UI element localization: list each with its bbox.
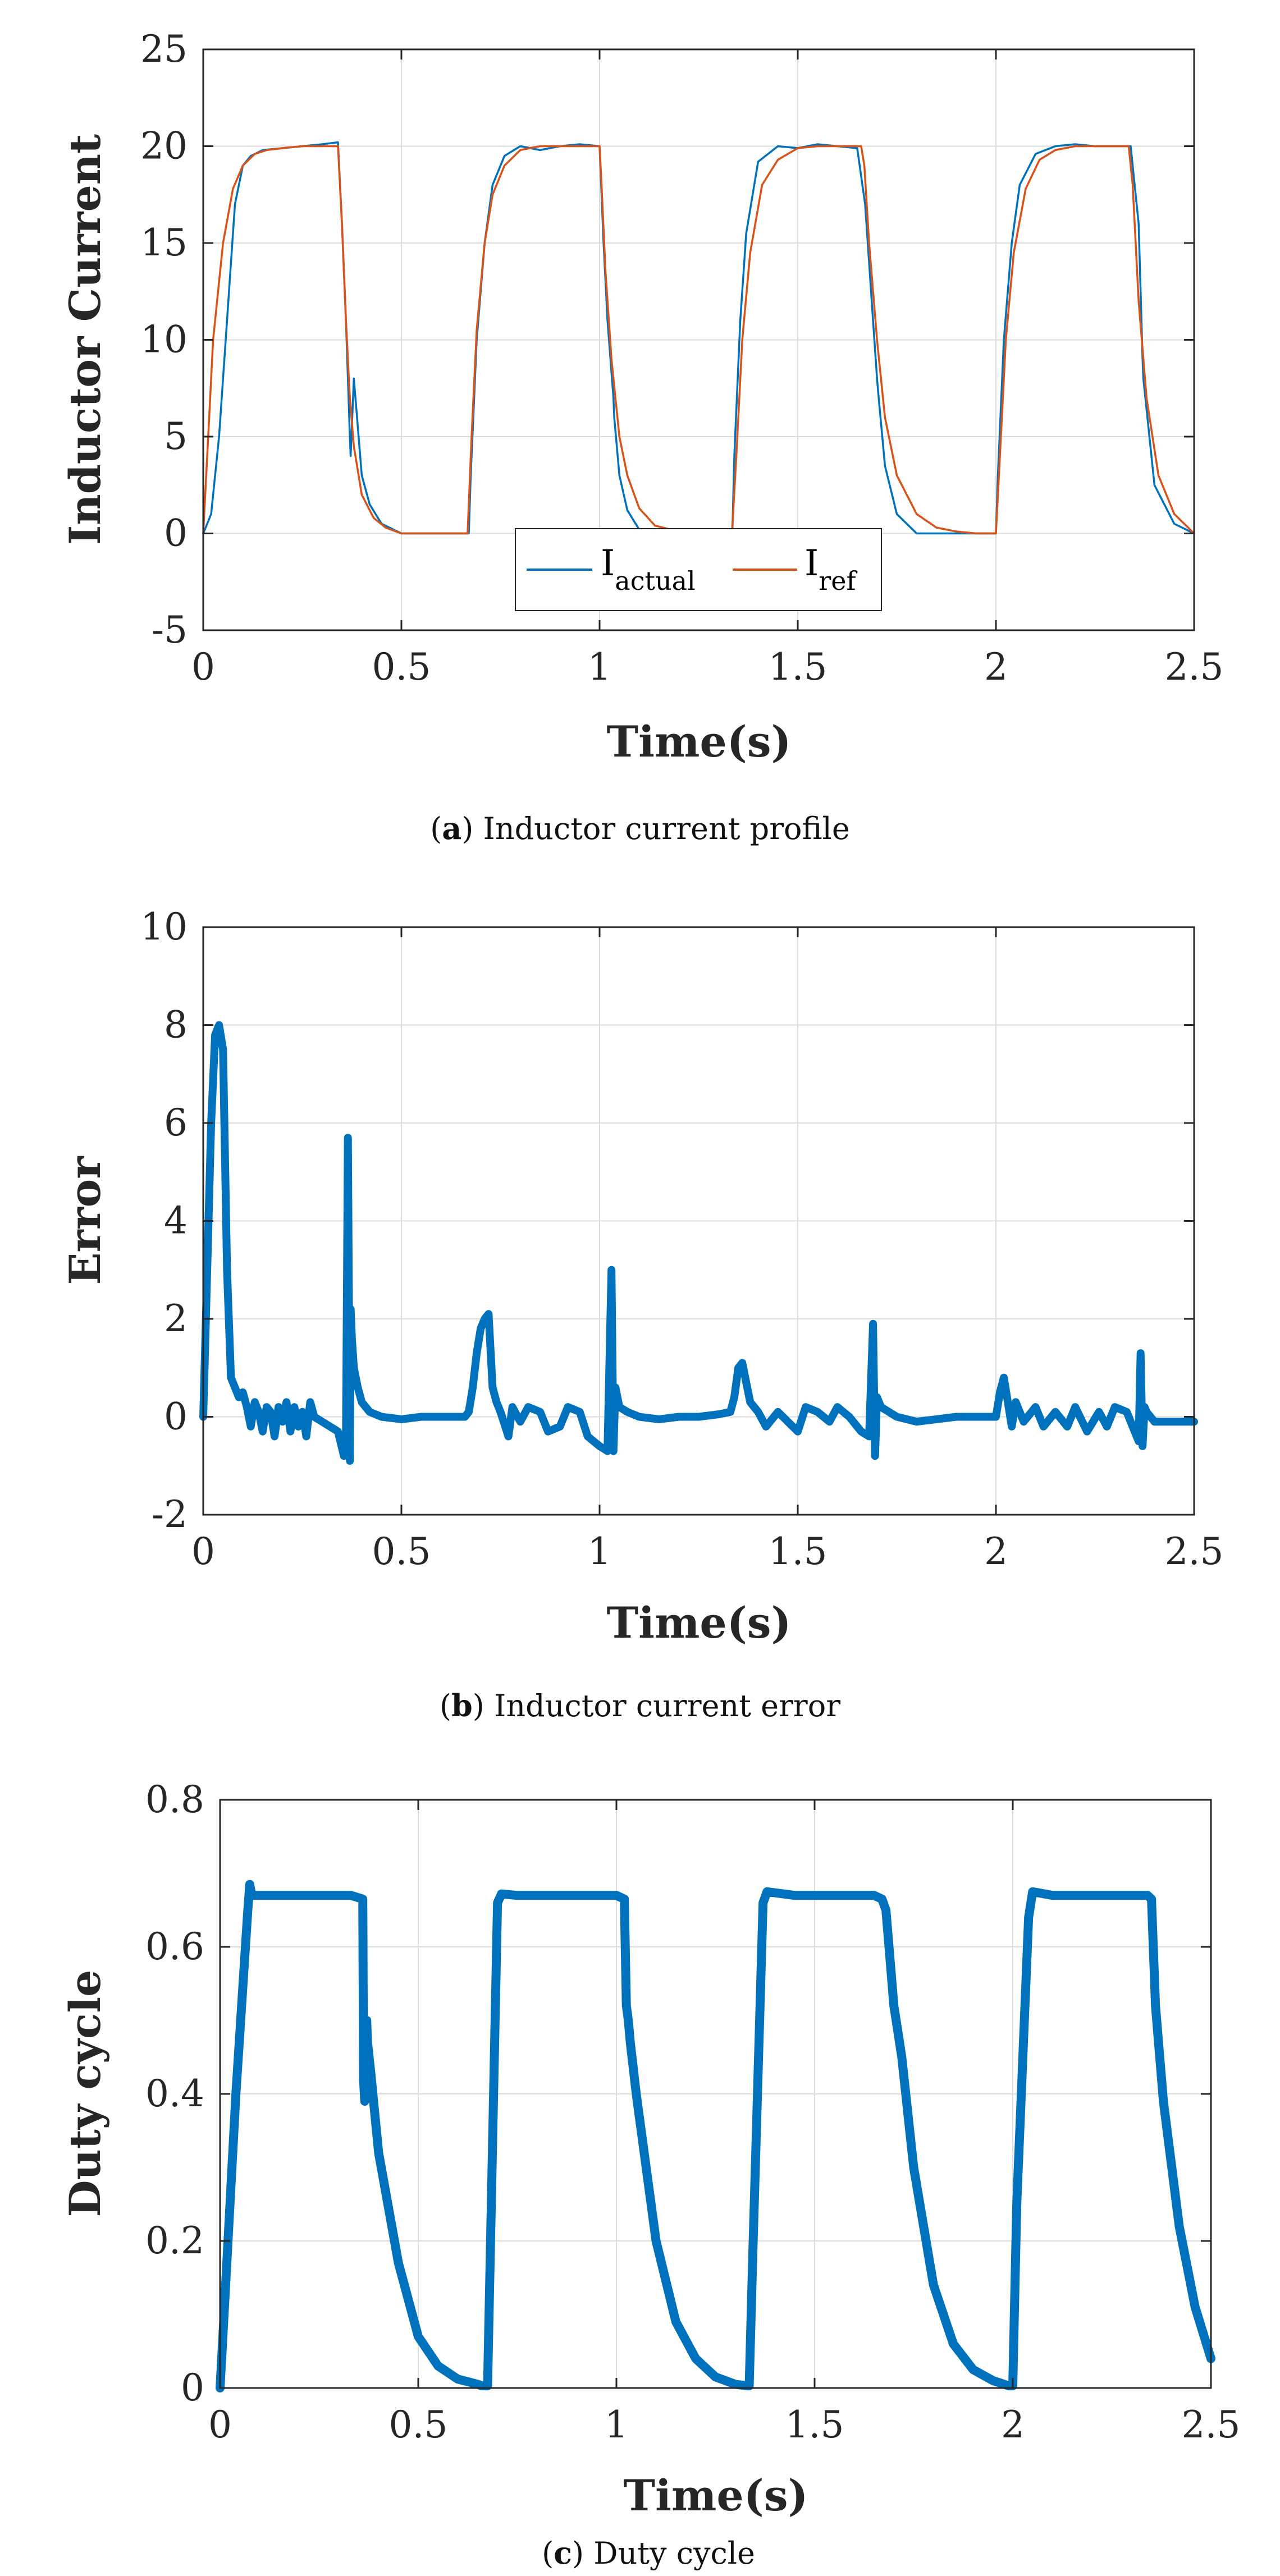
x-tick-label: 1 xyxy=(605,2403,628,2446)
y-tick-label: 0 xyxy=(164,512,188,555)
y-tick-label: 4 xyxy=(164,1199,188,1243)
y-tick-label: 8 xyxy=(164,1003,188,1047)
legend-actual-sub: actual xyxy=(615,566,695,596)
x-tick-label: 0.5 xyxy=(372,1530,431,1573)
x-tick-label: 0 xyxy=(208,2403,232,2446)
panel-c-y-axis-label: Duty cycle xyxy=(60,1970,110,2217)
legend-label-ref: Iref xyxy=(804,543,857,596)
y-tick-label: 0 xyxy=(181,2366,204,2409)
legend-actual-main: I xyxy=(601,543,615,584)
panel-a-legend: Iactual Iref xyxy=(515,528,882,611)
y-tick-label: 0.6 xyxy=(145,1925,204,1968)
y-tick-label: 6 xyxy=(164,1101,188,1144)
legend-ref-sub: ref xyxy=(819,566,857,596)
panel-c-ticks: 0 0.5 1 1.5 2 2.5 0 0.2 0.4 0.6 0.8 xyxy=(145,1778,1240,2446)
panel-b-series xyxy=(199,1021,1198,1465)
panel-b-caption-text: Inductor current error xyxy=(494,1688,840,1724)
panel-a-caption-text: Inductor current profile xyxy=(483,811,850,846)
panel-c-series xyxy=(216,1880,1215,2392)
series-line-error xyxy=(199,1021,1198,1465)
y-tick-label: 2 xyxy=(164,1297,188,1340)
y-tick-label: 10 xyxy=(140,905,188,948)
panel-c-x-axis-label: Time(s) xyxy=(624,2470,808,2520)
x-tick-label: 1.5 xyxy=(769,645,828,689)
panel-a-y-axis-label: Inductor Current xyxy=(60,134,110,545)
x-tick-label: 0 xyxy=(191,645,215,689)
y-tick-label: 0.2 xyxy=(145,2219,204,2262)
x-tick-label: 2.5 xyxy=(1182,2403,1241,2446)
y-tick-label: -2 xyxy=(152,1493,188,1536)
panel-a-grid xyxy=(203,49,1194,630)
x-tick-label: 1.5 xyxy=(785,2403,844,2446)
y-tick-label: 0.8 xyxy=(145,1778,204,1821)
y-tick-label: 10 xyxy=(140,318,188,361)
y-tick-label: 15 xyxy=(140,221,188,264)
panel-c-caption-text: Duty cycle xyxy=(593,2536,755,2571)
y-tick-label: 20 xyxy=(140,125,188,168)
y-tick-label: -5 xyxy=(152,608,188,652)
x-tick-label: 1 xyxy=(588,1530,611,1573)
x-tick-label: 0.5 xyxy=(372,645,431,689)
x-tick-label: 0 xyxy=(191,1530,215,1573)
y-tick-label: 5 xyxy=(164,415,188,458)
x-tick-label: 1.5 xyxy=(769,1530,828,1573)
panel-c-caption: (c) Duty cycle xyxy=(542,2535,755,2571)
x-tick-label: 1 xyxy=(588,645,611,689)
panel-c: 0 0.5 1 1.5 2 2.5 0 0.2 0.4 0.6 0.8 Time(s) Duty c… xyxy=(60,1778,1240,2571)
x-tick-label: 2.5 xyxy=(1165,1530,1224,1573)
panel-b-y-axis-label: Error xyxy=(60,1156,110,1285)
x-tick-label: 2 xyxy=(1001,2403,1025,2446)
panel-c-caption-letter: c xyxy=(554,2535,572,2571)
x-tick-label: 0.5 xyxy=(389,2403,448,2446)
panel-a-x-axis-label: Time(s) xyxy=(607,717,792,767)
legend-label-actual: Iactual xyxy=(601,543,696,596)
panel-a-caption: (a) Inductor current profile xyxy=(430,810,850,846)
panel-b-caption-letter: b xyxy=(451,1688,473,1724)
series-line-duty-cycle xyxy=(216,1880,1215,2392)
legend-ref-main: I xyxy=(804,543,819,584)
x-tick-label: 2.5 xyxy=(1165,645,1224,689)
panel-b-caption: (b) Inductor current error xyxy=(440,1688,840,1724)
y-tick-label: 0.4 xyxy=(145,2072,204,2115)
series-line-i-ref xyxy=(202,145,1195,535)
y-tick-label: 25 xyxy=(140,27,188,71)
panel-a-caption-letter: a xyxy=(442,810,461,846)
x-tick-label: 2 xyxy=(984,1530,1008,1573)
x-tick-label: 2 xyxy=(984,645,1008,689)
y-tick-label: 0 xyxy=(164,1395,188,1438)
panel-b-x-axis-label: Time(s) xyxy=(607,1598,792,1648)
